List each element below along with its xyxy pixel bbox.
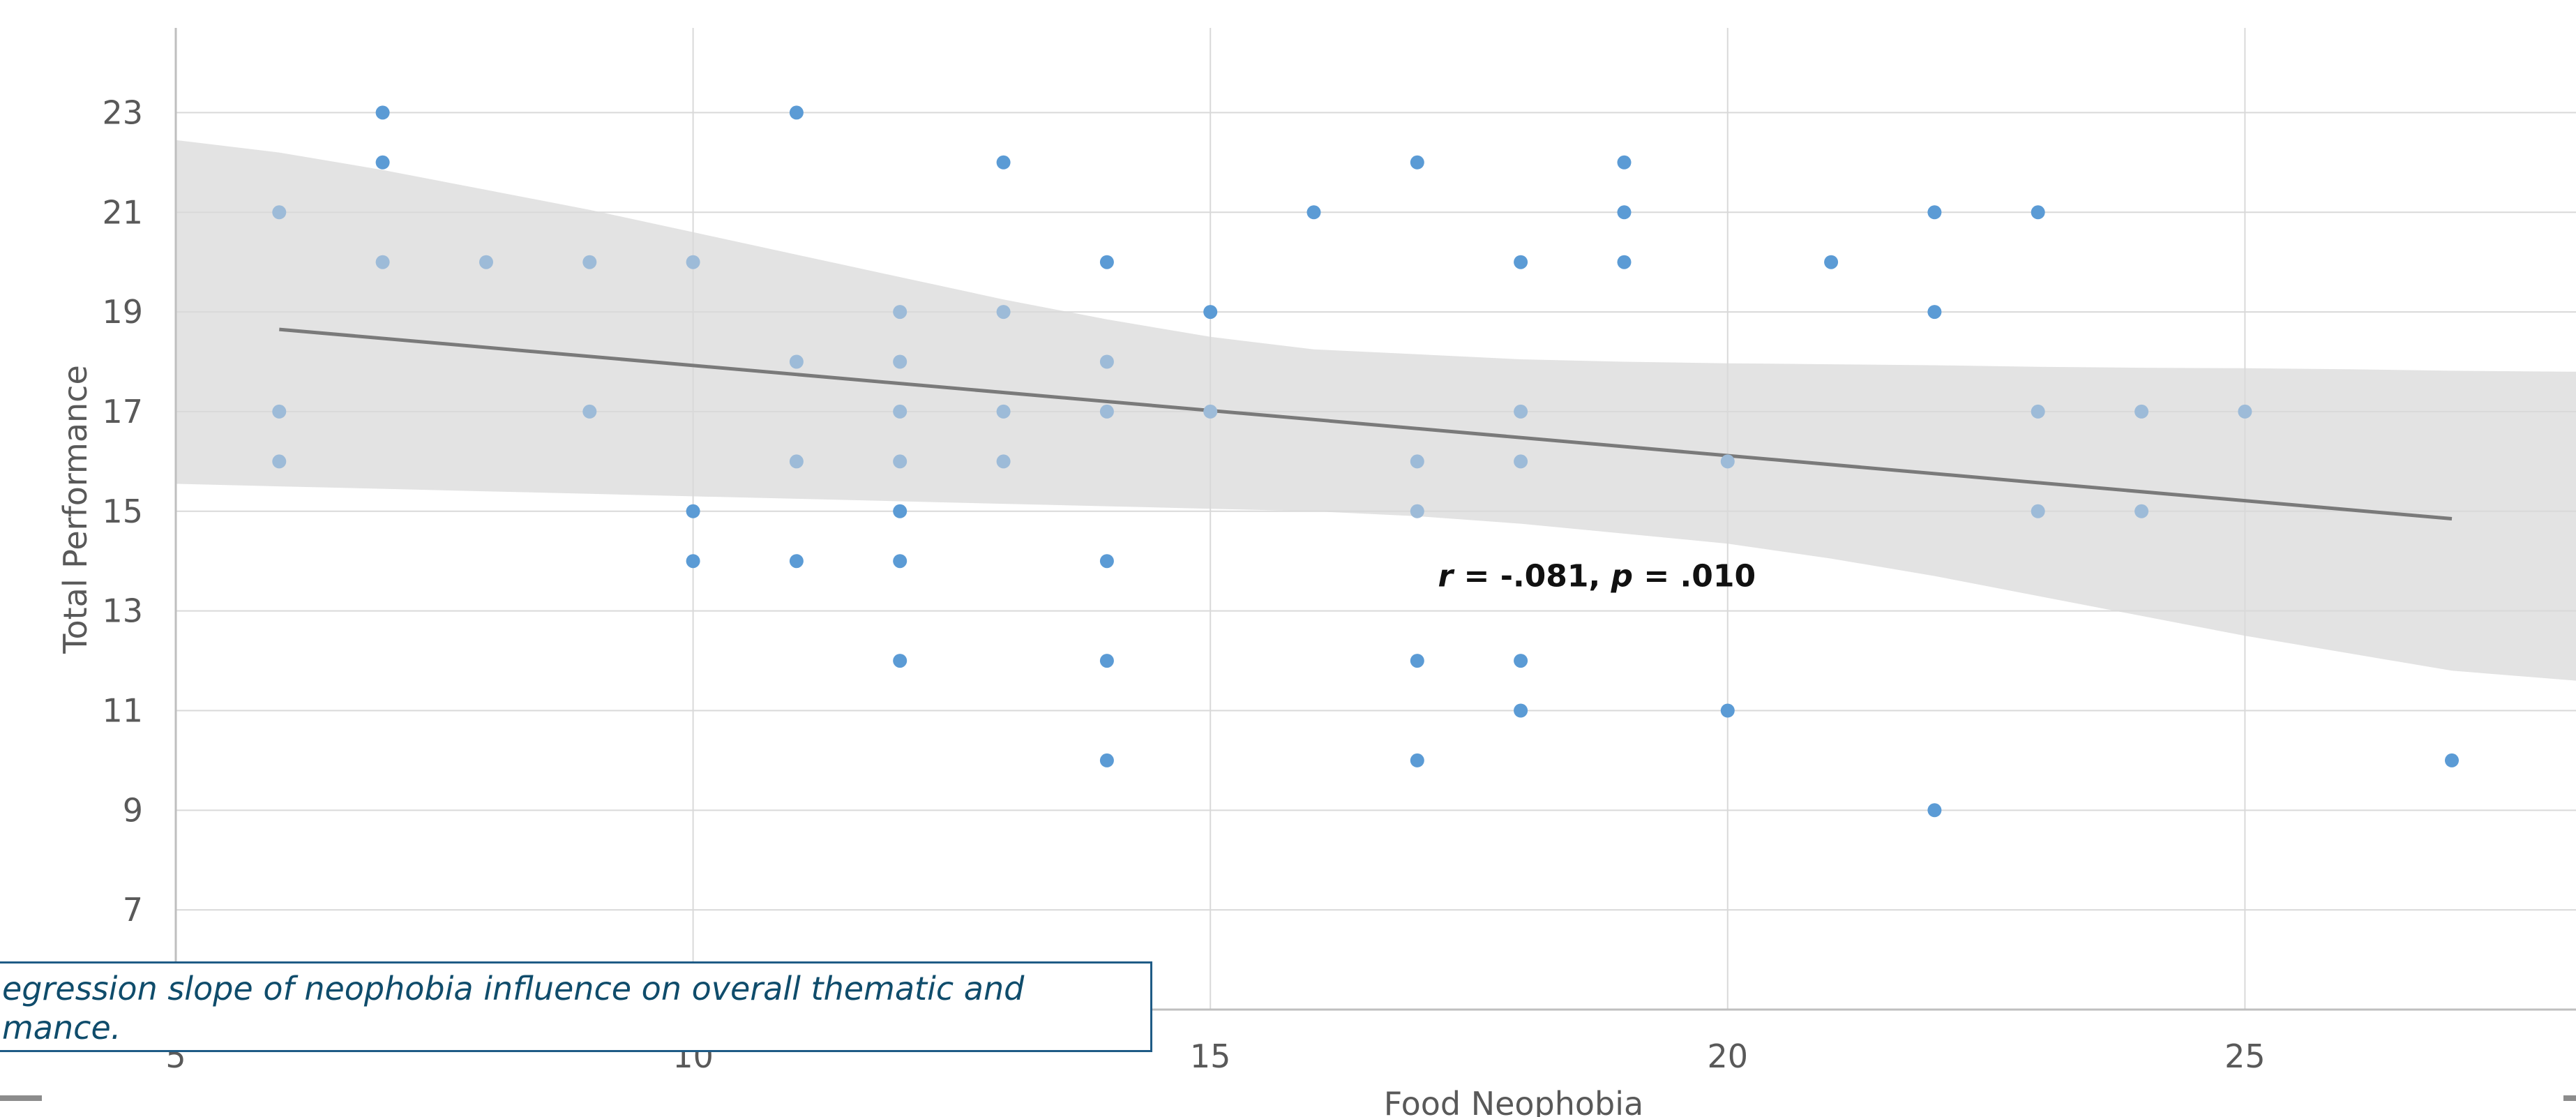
data-point-54 [1927, 803, 1942, 818]
data-point-61 [2445, 753, 2459, 767]
caption-line-2: mance. [2, 1009, 121, 1047]
data-point-18 [893, 404, 907, 419]
data-point-46 [1617, 155, 1632, 170]
confidence-band-layer [176, 140, 2576, 681]
data-point-6 [479, 255, 493, 269]
data-point-4 [375, 155, 390, 170]
data-point-2 [272, 454, 287, 469]
data-point-51 [1824, 255, 1839, 269]
annotation-part-1: = -.081, [1453, 559, 1611, 594]
data-point-16 [893, 305, 907, 320]
data-point-28 [1099, 354, 1114, 369]
data-point-44 [1514, 654, 1528, 668]
annotation-part-0: r [1438, 559, 1454, 594]
confidence-band [176, 140, 2576, 681]
data-point-36 [1410, 155, 1424, 170]
data-point-14 [789, 454, 804, 469]
data-point-9 [686, 255, 700, 269]
data-point-34 [1203, 404, 1218, 419]
data-point-47 [1617, 205, 1632, 220]
left-edge-rule [0, 1095, 42, 1101]
data-point-55 [2031, 205, 2045, 220]
annotation-part-3: = .010 [1633, 559, 1756, 594]
data-point-0 [272, 205, 287, 220]
data-point-25 [996, 404, 1011, 419]
data-point-1 [272, 404, 287, 419]
y-tick-label-15: 15 [102, 493, 143, 530]
annotation-part-2: p [1611, 559, 1634, 594]
x-axis-title: Food Neophobia [1384, 1085, 1643, 1117]
data-point-32 [1099, 753, 1114, 767]
data-point-60 [2238, 404, 2252, 419]
data-point-26 [996, 454, 1011, 469]
data-point-11 [686, 554, 700, 569]
data-point-8 [582, 404, 597, 419]
data-point-3 [375, 105, 390, 120]
gridlines [175, 28, 2576, 1010]
y-tick-label-11: 11 [102, 691, 143, 729]
data-points [272, 105, 2459, 818]
data-point-30 [1099, 554, 1114, 569]
x-tick-label-25: 25 [2224, 1037, 2266, 1075]
x-tick-label-20: 20 [1708, 1037, 1749, 1075]
data-point-13 [789, 354, 804, 369]
data-point-38 [1410, 504, 1424, 518]
data-point-57 [2031, 504, 2045, 518]
data-point-19 [893, 454, 907, 469]
data-point-52 [1927, 205, 1942, 220]
data-point-39 [1410, 654, 1424, 668]
regression-line [279, 327, 2453, 520]
data-point-15 [789, 554, 804, 569]
regression-line-layer [279, 327, 2453, 520]
data-point-45 [1514, 703, 1528, 718]
data-point-41 [1514, 255, 1528, 269]
data-point-17 [893, 354, 907, 369]
data-point-43 [1514, 454, 1528, 469]
data-point-10 [686, 504, 700, 518]
caption-line-1: egression slope of neophobia influence o… [2, 970, 1025, 1007]
data-point-5 [375, 255, 390, 269]
data-point-23 [996, 155, 1011, 170]
data-point-42 [1514, 404, 1528, 419]
right-edge-rule [2563, 1095, 2576, 1101]
data-point-53 [1927, 305, 1942, 320]
x-tick-label-15: 15 [1190, 1037, 1231, 1075]
data-point-37 [1410, 454, 1424, 469]
data-point-22 [893, 654, 907, 668]
figure-caption: egression slope of neophobia influence o… [0, 961, 1152, 1052]
y-tick-label-13: 13 [102, 592, 143, 630]
data-point-12 [789, 105, 804, 120]
y-tick-label-17: 17 [102, 393, 143, 430]
data-point-35 [1306, 205, 1321, 220]
data-point-50 [1720, 703, 1735, 718]
data-point-40 [1410, 753, 1424, 767]
data-point-20 [893, 504, 907, 518]
data-point-49 [1720, 454, 1735, 469]
y-tick-label-21: 21 [102, 193, 143, 231]
data-point-27 [1099, 255, 1114, 269]
data-point-21 [893, 554, 907, 569]
y-axis-title: Total Performance [57, 365, 94, 654]
data-point-31 [1099, 654, 1114, 668]
y-tick-label-7: 7 [123, 891, 143, 929]
y-tick-label-23: 23 [102, 93, 143, 131]
data-point-29 [1099, 404, 1114, 419]
data-point-33 [1203, 305, 1218, 320]
data-point-56 [2031, 404, 2045, 419]
y-tick-label-9: 9 [123, 791, 143, 829]
data-point-48 [1617, 255, 1632, 269]
correlation-annotation: r = -.081, p = .010 [1438, 559, 1756, 594]
data-point-58 [2134, 404, 2149, 419]
data-point-24 [996, 305, 1011, 320]
data-point-7 [582, 255, 597, 269]
data-point-59 [2134, 504, 2149, 518]
y-tick-label-19: 19 [102, 293, 143, 331]
